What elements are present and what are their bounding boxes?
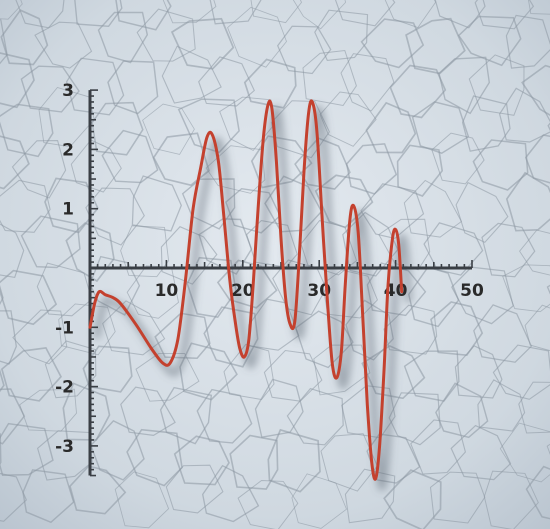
- data-point: [375, 478, 377, 480]
- data-point: [267, 104, 269, 106]
- data-point: [331, 362, 333, 364]
- data-point: [94, 303, 96, 305]
- data-point: [303, 172, 305, 174]
- data-point: [344, 285, 346, 287]
- data-point: [150, 347, 152, 349]
- data-point: [349, 220, 351, 222]
- data-point: [262, 137, 264, 139]
- data-point: [294, 320, 296, 322]
- data-point: [289, 323, 291, 325]
- data-point: [243, 356, 245, 358]
- data-point: [336, 377, 338, 379]
- data-point: [392, 237, 394, 239]
- data-point: [280, 237, 282, 239]
- data-point: [206, 137, 208, 139]
- data-point: [223, 214, 225, 216]
- data-point: [362, 314, 364, 316]
- data-point: [383, 368, 385, 370]
- data-point: [275, 160, 277, 162]
- data-point: [398, 243, 400, 245]
- data-point: [135, 323, 137, 325]
- y-tick-label: 3: [62, 81, 74, 101]
- data-point: [112, 297, 114, 299]
- data-point: [387, 285, 389, 287]
- data-point: [104, 294, 106, 296]
- data-point: [185, 279, 187, 281]
- data-point: [401, 291, 403, 293]
- data-point: [311, 101, 313, 103]
- y-tick-label: 1: [62, 200, 74, 220]
- data-point: [120, 303, 122, 305]
- data-point: [379, 445, 381, 447]
- data-point: [192, 208, 194, 210]
- data-point: [217, 160, 219, 162]
- data-point: [327, 303, 329, 305]
- data-point: [252, 279, 254, 281]
- x-tick-label: 10: [155, 281, 179, 301]
- data-point: [357, 231, 359, 233]
- data-point: [298, 255, 300, 257]
- data-point: [353, 205, 355, 207]
- data-point: [285, 297, 287, 299]
- data-point: [239, 347, 241, 349]
- data-point: [248, 338, 250, 340]
- data-point: [308, 113, 310, 115]
- data-point: [229, 279, 231, 281]
- data-point: [162, 362, 164, 364]
- data-point: [316, 131, 318, 133]
- data-point: [395, 228, 397, 230]
- data-point: [234, 320, 236, 322]
- data-point: [211, 134, 213, 136]
- data-point: [366, 403, 368, 405]
- data-point: [257, 208, 259, 210]
- y-tick-label: 2: [62, 140, 74, 160]
- data-point: [98, 291, 100, 293]
- y-tick-label: -3: [55, 437, 74, 457]
- data-point: [169, 362, 171, 364]
- data-point: [340, 350, 342, 352]
- y-tick-label: -1: [55, 318, 74, 338]
- x-tick-label: 50: [460, 281, 484, 301]
- data-point: [200, 166, 202, 168]
- data-point: [177, 338, 179, 340]
- data-point: [271, 107, 273, 109]
- data-point: [371, 463, 373, 465]
- y-tick-label: -2: [55, 378, 74, 398]
- data-point: [89, 326, 91, 328]
- data-point: [321, 220, 323, 222]
